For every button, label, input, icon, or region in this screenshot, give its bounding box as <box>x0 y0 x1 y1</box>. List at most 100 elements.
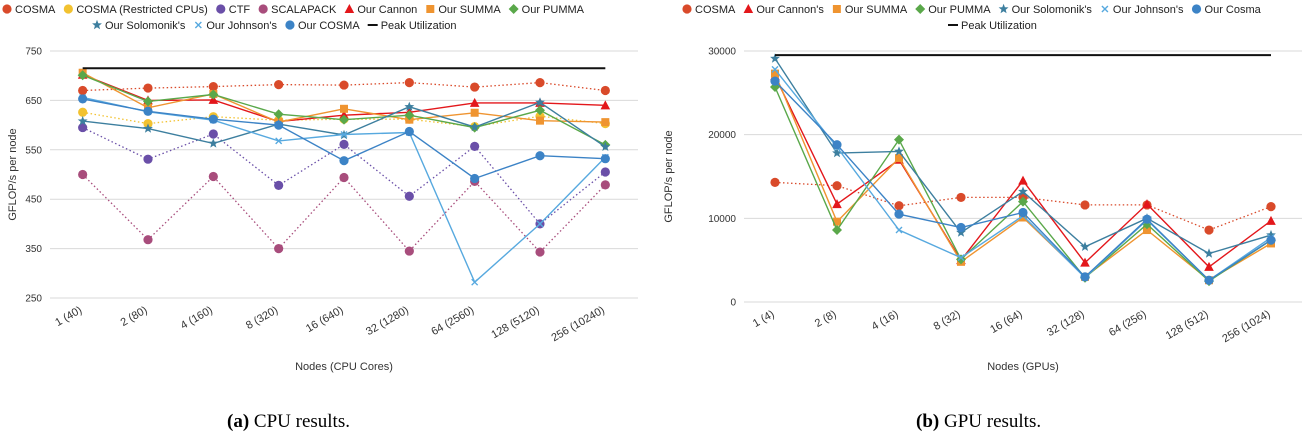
legend-item-our-summa: Our SUMMA <box>832 4 908 16</box>
legend-item-our-solomonik-s: Our Solomonik's <box>998 3 1092 16</box>
legend-label: Peak Utilization <box>961 20 1037 32</box>
data-point <box>143 123 153 133</box>
legend-swatch <box>285 20 295 30</box>
y-axis-label: GFLOP/s per node <box>7 128 19 220</box>
data-point <box>895 226 903 234</box>
data-point <box>1019 213 1027 222</box>
legend-swatch <box>63 4 73 14</box>
data-point <box>470 141 480 151</box>
data-point <box>894 146 904 156</box>
data-point <box>404 191 414 201</box>
series-line <box>82 127 606 225</box>
data-point <box>771 69 779 78</box>
legend-item-our-summa: Our SUMMA <box>426 4 501 16</box>
series-line <box>774 181 1272 231</box>
data-point <box>833 217 841 226</box>
legend-label: COSMA (Restricted CPUs) <box>76 4 207 16</box>
legend-swatch <box>344 4 355 13</box>
data-point <box>957 254 965 262</box>
data-point <box>1266 229 1276 240</box>
data-point <box>143 83 153 93</box>
data-point <box>894 209 904 219</box>
data-point <box>339 80 349 90</box>
y-axis-label: GFLOP/s per node <box>663 130 675 222</box>
caption-b-text: GPU results. <box>943 411 1042 432</box>
legend-label: Our Cannon <box>357 4 417 16</box>
data-point <box>339 114 349 125</box>
data-point <box>469 121 480 132</box>
legend-item-our-cosma: Our Cosma <box>1191 4 1262 16</box>
legend-label: Our Solomonik's <box>105 20 186 32</box>
series-line <box>774 58 1272 255</box>
data-point <box>404 101 415 111</box>
data-point <box>404 78 414 88</box>
legend-label: Our Johnson's <box>1113 4 1184 16</box>
y-tick-label: 350 <box>25 244 42 255</box>
y-tick-label: 250 <box>25 294 42 305</box>
legend-item-our-cannon-s: Our Cannon's <box>743 4 824 16</box>
data-point <box>600 85 610 96</box>
data-point <box>274 79 284 90</box>
data-point <box>535 151 545 161</box>
data-point <box>471 278 479 286</box>
legend-swatch <box>258 4 268 14</box>
x-axis-label: Nodes (GPUs) <box>987 361 1059 373</box>
legend-item-our-pumma: Our PUMMA <box>915 4 991 16</box>
legend-item-our-cannon: Our Cannon <box>344 4 417 16</box>
data-point <box>770 177 780 187</box>
data-point <box>895 154 903 163</box>
data-point <box>1204 261 1214 271</box>
data-point <box>536 116 544 125</box>
data-point <box>832 181 842 191</box>
x-tick-label: 128 (5120) <box>489 304 541 341</box>
data-point <box>340 130 348 138</box>
data-point <box>143 235 153 245</box>
data-point <box>404 110 415 121</box>
caption-b-label: (b) <box>916 411 940 432</box>
data-point <box>470 108 479 117</box>
data-point <box>1018 175 1028 185</box>
legend-swatch <box>216 4 226 14</box>
data-point <box>404 246 414 256</box>
data-point <box>208 81 218 92</box>
data-point <box>78 85 88 96</box>
legend-swatch <box>832 5 841 13</box>
series-our-johnson-s <box>771 65 1275 284</box>
y-tick-label: 0 <box>730 298 736 309</box>
data-point <box>1142 214 1152 224</box>
data-point <box>1018 207 1028 218</box>
data-point <box>340 104 348 113</box>
data-point <box>832 225 842 236</box>
legend-swatch <box>426 5 435 13</box>
legend-swatch <box>194 21 202 29</box>
caption-a-label: (a) <box>227 411 250 432</box>
data-point <box>78 107 88 117</box>
data-point <box>1080 241 1090 251</box>
data-point <box>1080 272 1090 282</box>
y-tick-label: 450 <box>25 195 42 206</box>
legend-item-cosma-restricted-cpus: COSMA (Restricted CPUs) <box>63 4 208 16</box>
data-point <box>1143 226 1151 235</box>
series-cosma <box>78 78 610 96</box>
data-point <box>143 96 153 107</box>
data-point <box>832 140 842 150</box>
legend-item-scalapack: SCALAPACK <box>258 4 337 16</box>
x-tick-label: 2 (8) <box>813 308 839 330</box>
series-line <box>82 174 606 254</box>
x-tick-label: 64 (256) <box>1107 308 1148 339</box>
series-our-cannon-s <box>770 71 1276 271</box>
x-tick-label: 4 (160) <box>179 304 215 332</box>
data-point <box>469 97 480 107</box>
caption-a: (a) CPU results. <box>227 411 350 433</box>
data-point <box>208 114 218 124</box>
data-point <box>956 222 966 233</box>
data-point <box>535 97 545 107</box>
data-point <box>78 94 88 104</box>
data-point <box>832 199 842 209</box>
legend-label: COSMA <box>15 4 56 16</box>
data-point <box>771 65 779 73</box>
legend-item-cosma: COSMA <box>2 4 56 16</box>
data-point <box>1142 199 1152 209</box>
data-point <box>1266 215 1276 225</box>
data-point <box>78 122 88 133</box>
